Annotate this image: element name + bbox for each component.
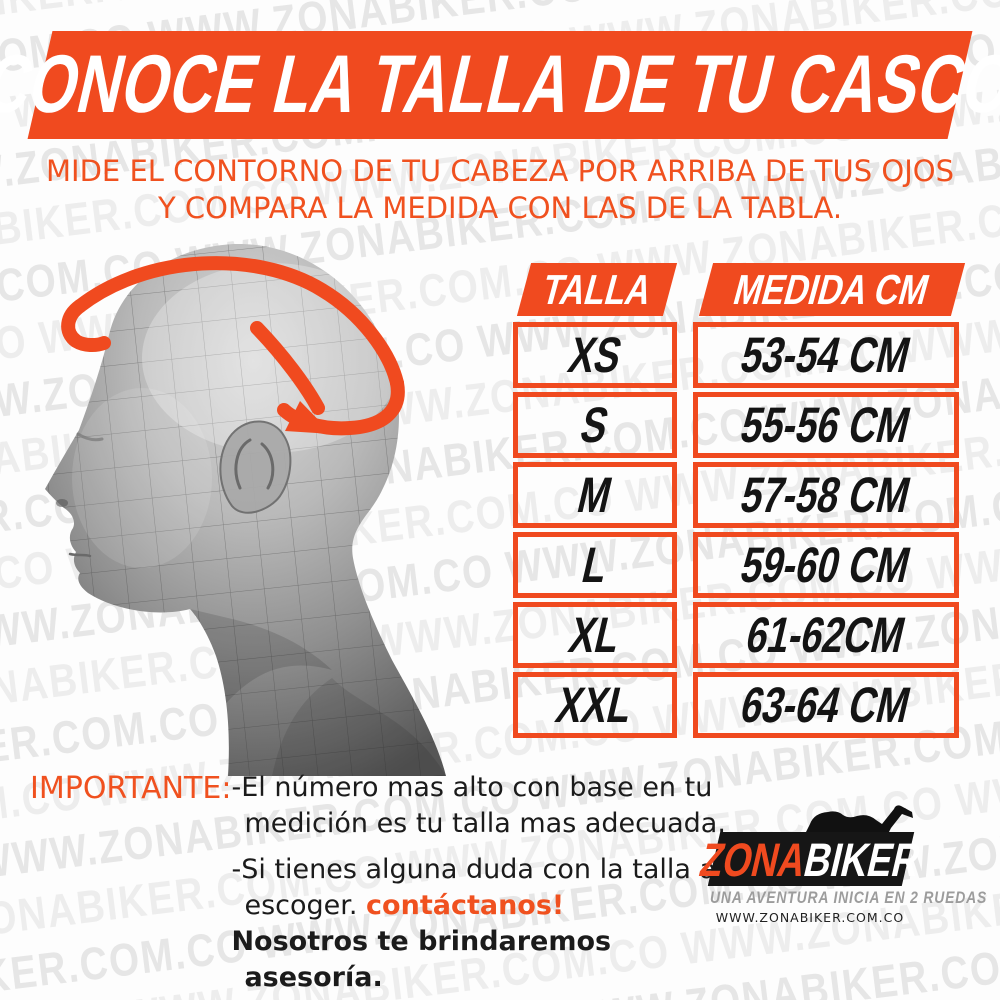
important-body: -El número mas alto con base en tu medic… [231, 770, 730, 996]
important-note: IMPORTANTE: -El número mas alto con base… [30, 770, 730, 996]
logo-biker: BIKER [799, 832, 927, 886]
size-value: S [575, 397, 615, 453]
logo-wordmark: ZONABIKER [696, 832, 926, 886]
table-row-size-m: M [513, 462, 677, 528]
measure-value: 55-56 CM [736, 397, 916, 453]
logo-website: WWW.ZONABIKER.COM.CO [715, 910, 905, 925]
motorcycle-icon [804, 805, 913, 836]
table-row-measure-xs: 53-54 CM [693, 322, 959, 388]
size-value: XS [563, 327, 627, 383]
page-title: CONOCE LA TALLA DE TU CASCO [0, 39, 1000, 130]
table-row-size-l: L [513, 532, 677, 598]
table-row-measure-xl: 61-62CM [693, 602, 959, 668]
table-row-measure-l: 59-60 CM [693, 532, 959, 598]
size-column: XS S M L XL XXL [513, 322, 677, 742]
header-talla-label: TALLA [537, 265, 658, 313]
measure-value: 53-54 CM [736, 327, 916, 383]
table-row-size-xxl: XXL [513, 672, 677, 738]
important-point2: -Si tienes alguna duda con la talla a es… [231, 852, 730, 924]
logo-tagline: UNA AVENTURA INICIA EN 2 RUEDAS [710, 888, 988, 907]
mannequin-head [45, 243, 446, 776]
ear [219, 420, 292, 514]
table-header-medida: MEDIDA CM [698, 263, 966, 316]
measure-value: 63-64 CM [736, 677, 916, 733]
table-row-measure-xxl: 63-64 CM [693, 672, 959, 738]
important-point3: Nosotros te brindaremos asesoría. [231, 926, 612, 993]
measure-column: 53-54 CM 55-56 CM 57-58 CM 59-60 CM 61-6… [693, 322, 959, 742]
zonabiker-logo: ZONABIKER UNA AVENTURA INICIA EN 2 RUEDA… [696, 800, 988, 930]
table-row-size-xl: XL [513, 602, 677, 668]
point2-prefix: escoger. [244, 890, 367, 921]
table-row-size-xs: XS [513, 322, 677, 388]
point1-line1: -El número mas alto con base en tu [231, 772, 713, 803]
point2-line1: -Si tienes alguna duda con la talla a [231, 854, 717, 885]
size-value: M [572, 467, 618, 523]
point1-line2: medición es tu talla mas adecuada. [244, 808, 726, 839]
measure-value: 57-58 CM [736, 467, 916, 523]
measuring-band [61, 256, 405, 436]
measure-value: 61-62CM [741, 607, 911, 663]
logo-text: ZONABIKER [696, 832, 927, 887]
table-row-measure-s: 55-56 CM [693, 392, 959, 458]
important-label: IMPORTANTE: [30, 771, 232, 806]
instructions-line2: Y COMPARA LA MEDIDA CON LAS DE LA TABLA. [157, 191, 843, 225]
table-row-size-s: S [513, 392, 677, 458]
logo-zona: ZONA [695, 832, 813, 886]
head-profile-figure [45, 243, 446, 776]
size-value: L [576, 537, 614, 593]
band-arrowhead [285, 401, 332, 434]
instructions-text: MIDE EL CONTORNO DE TU CABEZA POR ARRIBA… [0, 153, 1000, 227]
table-row-measure-m: 57-58 CM [693, 462, 959, 528]
table-header-talla: TALLA [516, 263, 678, 316]
size-value: XXL [551, 677, 639, 733]
contact-us-text: contáctanos! [366, 890, 565, 921]
title-banner: CONOCE LA TALLA DE TU CASCO [0, 31, 1000, 139]
measure-value: 59-60 CM [736, 537, 916, 593]
size-value: XL [564, 607, 626, 663]
header-medida-label: MEDIDA CM [729, 265, 935, 313]
instructions-line1: MIDE EL CONTORNO DE TU CABEZA POR ARRIBA… [46, 154, 954, 188]
important-point1: -El número mas alto con base en tu medic… [231, 770, 730, 842]
